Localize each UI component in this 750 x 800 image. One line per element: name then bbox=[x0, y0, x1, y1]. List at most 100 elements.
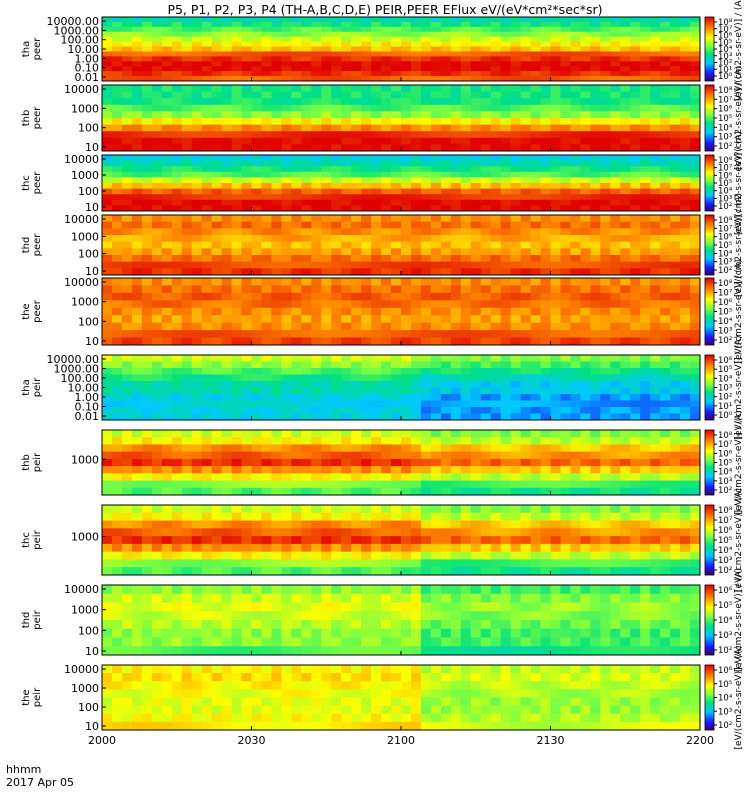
heatmap-cell bbox=[261, 171, 272, 178]
heatmap-cell bbox=[430, 520, 442, 529]
heatmap-cell bbox=[131, 188, 143, 195]
heatmap-cell bbox=[660, 387, 671, 395]
heatmap-cell bbox=[341, 171, 352, 178]
heatmap-cell bbox=[640, 466, 651, 474]
heatmap-cell bbox=[351, 31, 362, 38]
heatmap-cell bbox=[580, 381, 591, 388]
heatmap-cell bbox=[690, 487, 701, 496]
heatmap-cell bbox=[570, 31, 581, 38]
heatmap-cell bbox=[271, 155, 282, 161]
heatmap-cell bbox=[401, 480, 412, 489]
heatmap-cell bbox=[291, 85, 302, 92]
colorbar-tick-label: 10⁸ bbox=[718, 18, 733, 28]
heatmap-cell bbox=[600, 413, 611, 421]
heatmap-cell bbox=[291, 278, 302, 286]
heatmap-cell bbox=[351, 361, 362, 369]
heatmap-cell bbox=[121, 551, 133, 560]
heatmap-cell bbox=[550, 437, 561, 445]
heatmap-cell bbox=[171, 381, 183, 388]
heatmap-cell bbox=[331, 199, 342, 206]
heatmap-cell bbox=[121, 355, 133, 362]
heatmap-cell bbox=[490, 322, 502, 331]
heatmap-cell bbox=[650, 330, 661, 338]
heatmap-cell bbox=[600, 451, 611, 460]
heatmap-cell bbox=[520, 413, 531, 421]
heatmap-cell bbox=[181, 330, 193, 338]
heatmap-cell bbox=[261, 26, 272, 33]
heatmap-cell bbox=[121, 512, 133, 521]
heatmap-cell bbox=[560, 400, 571, 408]
heatmap-cell bbox=[151, 487, 163, 496]
heatmap-cell bbox=[311, 61, 322, 67]
heatmap-cell bbox=[321, 131, 332, 139]
heatmap-cell bbox=[191, 444, 203, 453]
heatmap-cell bbox=[321, 337, 332, 346]
heatmap-cell bbox=[261, 458, 272, 467]
heatmap-cell bbox=[570, 118, 581, 125]
heatmap-cell bbox=[440, 261, 452, 269]
heatmap-cell bbox=[590, 368, 601, 375]
heatmap-cell bbox=[141, 543, 153, 553]
heatmap-cell bbox=[241, 177, 252, 184]
heatmap-cell bbox=[490, 76, 502, 82]
heatmap-cell bbox=[530, 361, 541, 369]
heatmap-cell bbox=[351, 144, 362, 152]
heatmap-cell bbox=[391, 255, 402, 263]
heatmap-cell bbox=[131, 194, 143, 201]
heatmap-cell bbox=[660, 241, 671, 249]
heatmap-cell bbox=[690, 61, 701, 67]
heatmap-cell bbox=[151, 21, 163, 28]
heatmap-cell bbox=[560, 144, 571, 152]
heatmap-cell bbox=[450, 188, 462, 195]
heatmap-cell bbox=[201, 437, 213, 445]
heatmap-cell bbox=[311, 528, 322, 537]
heatmap-cell bbox=[211, 437, 222, 445]
heatmap-cell bbox=[271, 228, 282, 236]
heatmap-cell bbox=[540, 255, 551, 263]
heatmap-cell bbox=[301, 466, 312, 474]
heatmap-cell bbox=[311, 255, 322, 263]
heatmap-cell bbox=[410, 17, 422, 23]
heatmap-cell bbox=[102, 278, 113, 286]
heatmap-cell bbox=[430, 361, 442, 369]
heatmap-cell bbox=[141, 171, 153, 178]
heatmap-cell bbox=[440, 118, 452, 125]
heatmap-cell bbox=[640, 374, 651, 382]
heatmap-cell bbox=[161, 26, 173, 33]
heatmap-cell bbox=[121, 387, 133, 395]
heatmap-cell bbox=[201, 268, 213, 276]
heatmap-cell bbox=[630, 473, 641, 481]
heatmap-cell bbox=[381, 487, 392, 496]
heatmap-cell bbox=[291, 131, 302, 139]
heatmap-cell bbox=[351, 56, 362, 62]
heatmap-cell bbox=[221, 361, 232, 369]
heatmap-cell bbox=[171, 85, 183, 92]
heatmap-cell bbox=[171, 160, 183, 167]
heatmap-cell bbox=[450, 528, 462, 537]
heatmap-cell bbox=[211, 51, 222, 57]
heatmap-cell bbox=[131, 144, 143, 152]
heatmap-cell bbox=[221, 188, 232, 195]
heatmap-cell bbox=[690, 26, 701, 33]
heatmap-cell bbox=[630, 76, 641, 82]
heatmap-cell bbox=[480, 91, 492, 99]
heatmap-cell bbox=[690, 466, 701, 474]
heatmap-cell bbox=[351, 337, 362, 346]
heatmap-cell bbox=[500, 194, 512, 201]
heatmap-cell bbox=[351, 528, 362, 537]
colorbar-tick-label: 10⁴ bbox=[718, 123, 733, 133]
heatmap-cell bbox=[121, 31, 133, 38]
heatmap-cell bbox=[311, 567, 322, 576]
heatmap-cell bbox=[102, 559, 113, 568]
heatmap-cell bbox=[261, 400, 272, 408]
heatmap-cell bbox=[191, 330, 203, 338]
heatmap-cell bbox=[470, 307, 482, 316]
heatmap-cell bbox=[131, 56, 143, 62]
heatmap-cell bbox=[291, 91, 302, 99]
heatmap-cell bbox=[560, 466, 571, 474]
heatmap-cell bbox=[231, 520, 242, 529]
heatmap-cell bbox=[510, 166, 521, 173]
heatmap-cell bbox=[261, 255, 272, 263]
heatmap-cell bbox=[321, 567, 332, 576]
heatmap-cell bbox=[580, 66, 591, 72]
